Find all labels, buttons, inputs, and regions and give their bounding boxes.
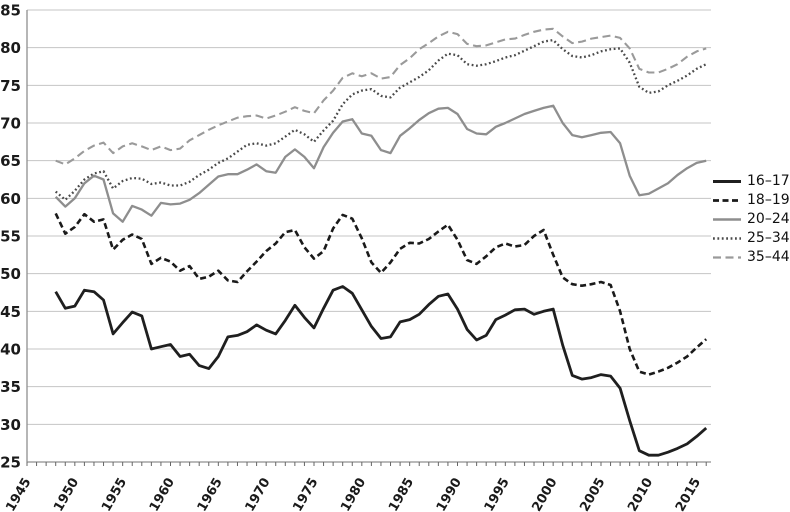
x-axis-label-1980: 1980: [338, 476, 369, 512]
x-axis-label-1970: 1970: [243, 476, 274, 512]
y-axis-label-40: 40: [0, 341, 21, 359]
x-axis-label-1985: 1985: [386, 476, 417, 512]
y-axis-label-65: 65: [0, 152, 21, 170]
legend: 16–17 18–19 20–24 25–34 35–44: [712, 174, 790, 265]
legend-item-18-19: 18–19: [712, 193, 790, 208]
y-axis-label-55: 55: [0, 228, 21, 246]
x-axis-label-2005: 2005: [577, 476, 608, 512]
legend-swatch-35-44: [713, 256, 741, 259]
y-axis-label-30: 30: [0, 416, 21, 434]
series-line-18-19: [54, 212, 708, 376]
x-axis-label-1955: 1955: [99, 476, 130, 512]
legend-item-25-34: 25–34: [712, 231, 790, 246]
x-axis-label-2010: 2010: [625, 476, 656, 512]
x-axis-label-1950: 1950: [51, 476, 82, 512]
legend-label-18-19: 18–19: [747, 192, 790, 208]
legend-swatch-18-19: [713, 199, 741, 202]
series-line-35-44: [55, 27, 707, 166]
x-axis-label-1960: 1960: [147, 476, 178, 512]
y-axis-label-80: 80: [0, 39, 21, 57]
legend-label-25-34: 25–34: [747, 230, 790, 246]
legend-item-20-24: 20–24: [712, 212, 790, 227]
legend-item-16-17: 16–17: [712, 174, 790, 189]
series-line-16-17: [54, 285, 708, 457]
x-axis-label-2015: 2015: [673, 476, 704, 512]
legend-swatch-16-17: [713, 180, 741, 183]
legend-swatch-20-24: [713, 218, 741, 221]
y-axis-label-35: 35: [0, 378, 21, 396]
series-line-20-24: [54, 104, 707, 223]
y-axis-label-45: 45: [0, 303, 21, 321]
legend-label-16-17: 16–17: [747, 173, 790, 189]
x-axis-label-1995: 1995: [482, 476, 513, 512]
x-axis-label-2000: 2000: [530, 476, 561, 512]
x-axis-label-1965: 1965: [195, 476, 226, 512]
x-axis-label-1945: 1945: [3, 476, 34, 512]
legend-item-35-44: 35–44: [712, 250, 790, 265]
y-axis-label-50: 50: [0, 265, 21, 283]
x-axis-label-1990: 1990: [434, 476, 465, 512]
legend-label-20-24: 20–24: [747, 211, 790, 227]
y-axis-label-85: 85: [0, 2, 21, 20]
y-axis-label-25: 25: [0, 454, 21, 472]
y-axis-label-75: 75: [0, 77, 21, 95]
series-line-25-34: [54, 38, 707, 201]
legend-label-35-44: 35–44: [747, 249, 790, 265]
legend-swatch-25-34: [713, 237, 741, 240]
y-axis-label-70: 70: [0, 115, 21, 133]
x-axis-label-1975: 1975: [290, 476, 321, 512]
y-axis-label-60: 60: [0, 190, 21, 208]
